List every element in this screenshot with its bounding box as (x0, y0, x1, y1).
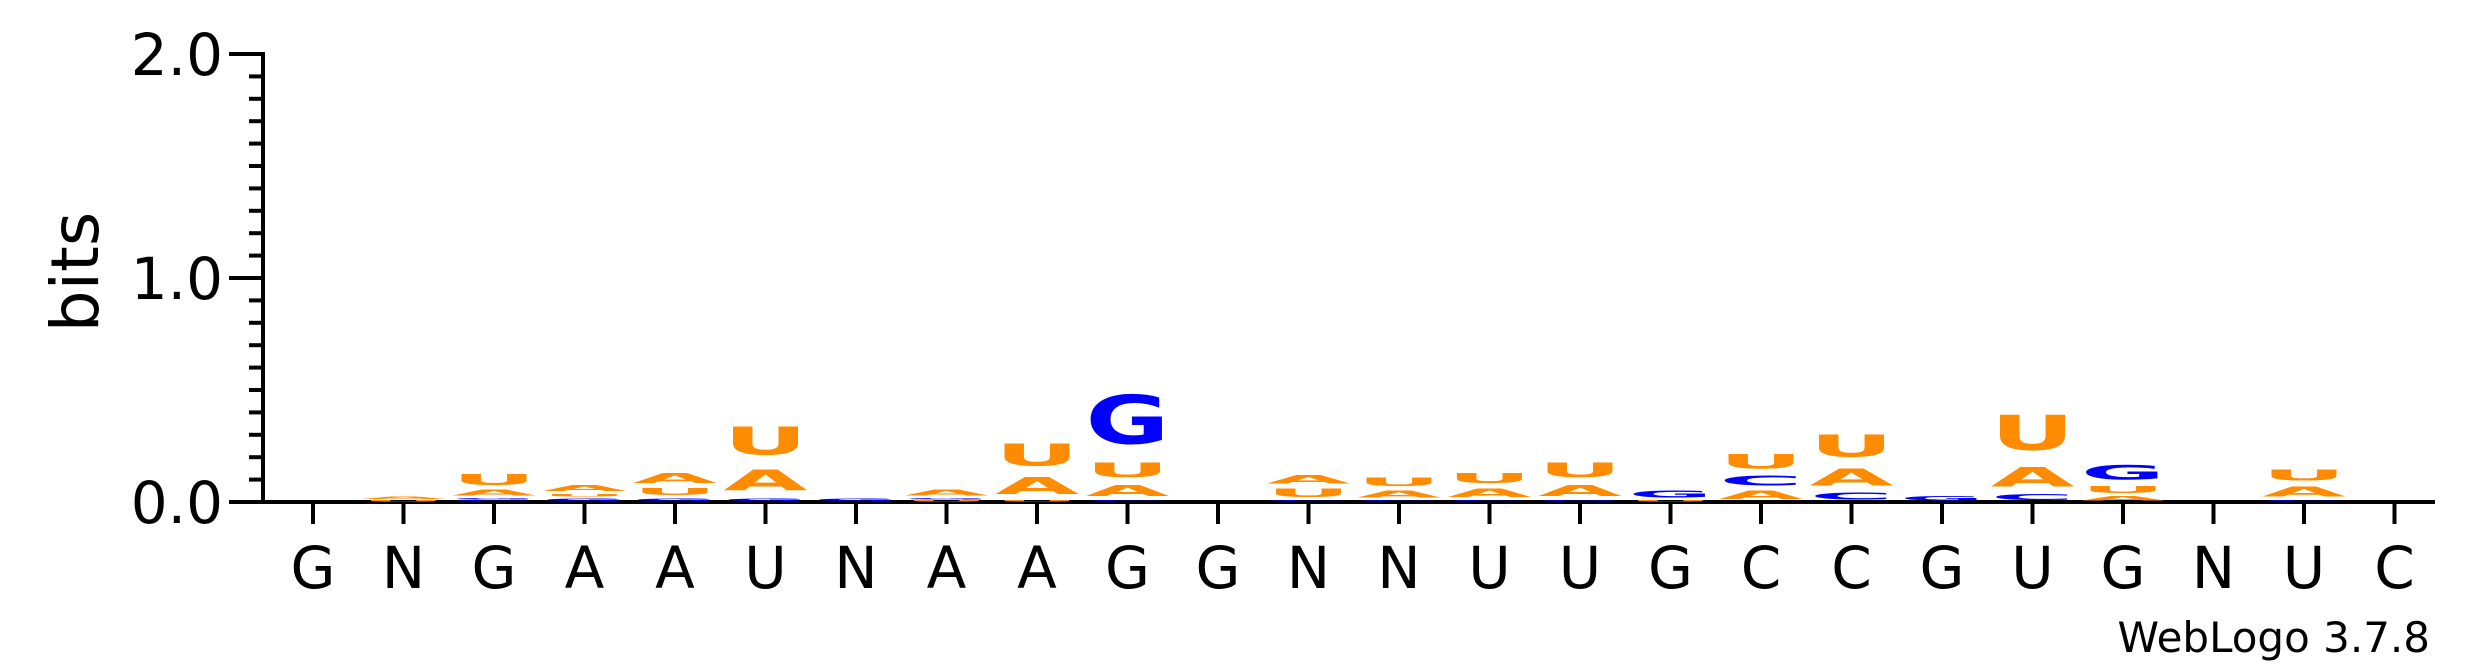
logo-letter-c: C (1719, 473, 1803, 489)
logo-letter-c: C (1991, 493, 2075, 502)
position-label: N (1287, 534, 1330, 602)
logo-letter-a: A (362, 495, 447, 499)
logo-letter-g: G (724, 498, 808, 502)
y-tick-label: 1.0 (131, 245, 223, 313)
position-label: U (2283, 534, 2325, 602)
logo-letter-u: U (2081, 484, 2165, 495)
position-label: U (1559, 534, 1601, 602)
logo-letter-c: C (452, 500, 536, 502)
logo-letter-c: C (1267, 500, 1351, 502)
position-label: G (2101, 534, 2146, 602)
logo-letter-g: G (905, 498, 989, 500)
logo-letter-c: C (2262, 500, 2346, 502)
position-label: C (1741, 534, 1782, 602)
logo-letter-c: C (1448, 500, 1532, 502)
position-label: N (382, 534, 425, 602)
logo-letter-g: G (452, 498, 536, 500)
position-label: G (1105, 534, 1150, 602)
y-axis: 0.0 1.0 2.0 (131, 21, 265, 537)
logo-letter-g: G (1538, 500, 1622, 502)
logo-letter-g: G (814, 498, 898, 502)
position-label: U (1468, 534, 1510, 602)
position-label: U (2011, 534, 2053, 602)
position-label: G (472, 534, 517, 602)
logo-letter-g: G (1629, 489, 1713, 500)
position-label: G (1648, 534, 1693, 602)
logo-letter-g: G (2081, 462, 2165, 484)
logo-letter-u: U (1629, 500, 1713, 502)
position-label: A (565, 534, 605, 602)
position-label: N (834, 534, 877, 602)
position-label: N (2192, 534, 2235, 602)
position-label: G (1920, 534, 1965, 602)
logo-letter-u: U (1538, 459, 1622, 481)
position-label: A (1017, 534, 1057, 602)
logo-letter-c: C (1357, 500, 1441, 502)
logo-letter-g: G (543, 498, 627, 502)
logo-letter-a: A (452, 489, 537, 498)
logo-letter-a: A (1086, 482, 1170, 500)
position-label: G (1196, 534, 1241, 602)
logo-letter-a: A (1267, 473, 1351, 486)
logo-letter-a: A (1810, 464, 1894, 491)
weblogo-version-footer: WebLogo 3.7.8 (2118, 613, 2431, 662)
logo-letter-a: A (905, 489, 990, 498)
position-label: G (291, 534, 336, 602)
logo-letter-a: A (1719, 489, 1803, 502)
logo-letter-u: U (1086, 459, 1170, 481)
logo-letter-a: A (724, 464, 809, 498)
logo-letter-c: C (1810, 491, 1894, 502)
position-label: C (2374, 534, 2415, 602)
logo-letter-g: G (633, 498, 717, 502)
position-label: U (744, 534, 786, 602)
logo-letter-u: U (995, 437, 1079, 473)
logo-letter-u: U (1810, 428, 1894, 464)
logo-letter-a: A (1991, 462, 2075, 493)
logo-letter-a: A (543, 484, 628, 493)
y-axis-label: bits (37, 212, 114, 333)
logo-letter-a: A (1448, 486, 1532, 499)
logo-letter-u: U (995, 500, 1079, 502)
logo-letter-u: U (1719, 451, 1803, 473)
position-label: C (1831, 534, 1872, 602)
logo-letter-c: C (1086, 500, 1170, 502)
logo-letter-u: U (452, 471, 536, 489)
logo-letter-u: U (362, 500, 446, 502)
logo-letter-g: G (1900, 495, 1984, 502)
position-label: A (655, 534, 695, 602)
logo-letter-g: G (1086, 382, 1170, 459)
logo-letter-a: A (995, 473, 1079, 500)
position-label: A (927, 534, 967, 602)
logo-letter-u: U (2262, 466, 2346, 484)
logo-letter-u: U (1991, 406, 2075, 462)
logo-letter-a: A (2081, 495, 2166, 502)
logo-letter-a: A (1357, 489, 1442, 500)
logo-letter-u: U (1357, 475, 1441, 488)
y-tick-label: 2.0 (131, 21, 223, 89)
logo-letter-a: A (2262, 484, 2346, 500)
logo-letter-u: U (543, 493, 627, 497)
logo-letter-a: A (633, 471, 717, 487)
logo-letter-u: U (633, 486, 717, 497)
logo-letter-u: U (1267, 487, 1351, 500)
logo-letter-a: A (1538, 482, 1622, 500)
logo-letter-u: U (1448, 471, 1532, 486)
position-label: N (1377, 534, 1420, 602)
y-tick-label: 0.0 (131, 469, 223, 537)
logo-letter-u: U (905, 500, 989, 502)
logo-letter-u: U (724, 420, 808, 464)
